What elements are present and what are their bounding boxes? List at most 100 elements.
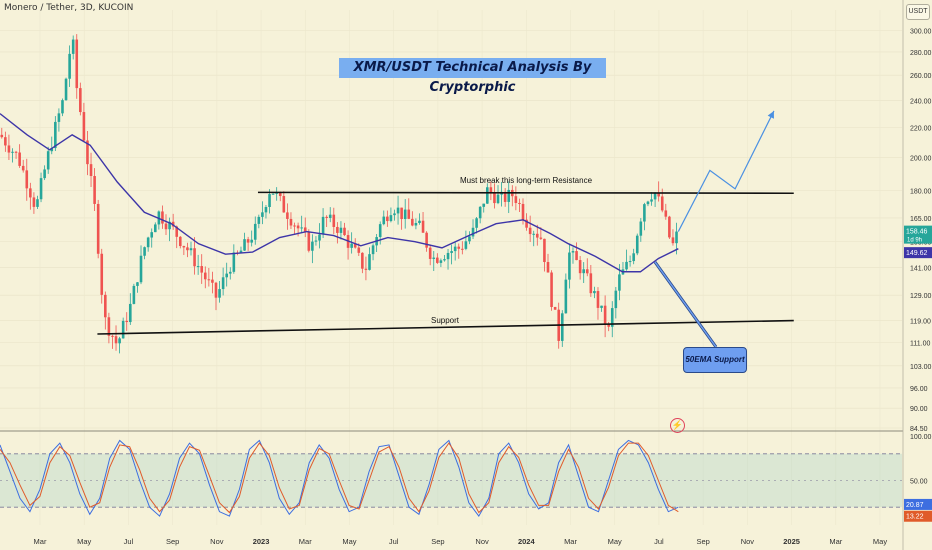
candle-body xyxy=(211,279,214,283)
candle-body xyxy=(261,212,264,217)
candle-body xyxy=(596,291,600,308)
time-tick-label: May xyxy=(873,537,887,546)
candle-body xyxy=(660,196,664,211)
candle-body xyxy=(175,226,179,237)
projection-arrowhead xyxy=(767,110,774,119)
candle-body xyxy=(296,225,300,229)
candle-body xyxy=(318,234,321,241)
candle-body xyxy=(107,317,111,336)
candle-body xyxy=(307,231,311,251)
candle-body xyxy=(43,169,46,179)
candle-body xyxy=(532,233,536,235)
candle-body xyxy=(575,251,578,261)
candle-body xyxy=(353,243,357,248)
candle-body xyxy=(153,224,157,233)
price-tick-label: 119.00 xyxy=(910,319,931,326)
ema-support-callout: 50EMA Support xyxy=(683,347,747,373)
candle-body xyxy=(218,289,221,298)
price-label-text: 20.87 xyxy=(906,502,924,509)
symbol-header: Monero / Tether, 3D, KUCOIN xyxy=(4,3,134,13)
price-axis[interactable]: 300.00 280.00 260.00 240.00 220.00 200.00 180.… xyxy=(910,28,932,433)
candle-body xyxy=(407,209,411,219)
candle-body xyxy=(325,216,328,218)
oscillator-tick-label: 100.00 xyxy=(910,434,932,441)
candle-body xyxy=(521,203,525,220)
candle-body xyxy=(189,248,193,251)
price-tick-label: 84.50 xyxy=(910,426,928,433)
candle-body xyxy=(36,199,39,207)
time-axis[interactable]: Mar May Jul Sep Nov 2023 Mar May Jul Sep Nov 2024 Ma… xyxy=(34,537,888,546)
candle-body xyxy=(411,218,414,226)
candle-body xyxy=(32,197,36,207)
candle-body xyxy=(228,271,232,274)
candle-body xyxy=(121,320,125,339)
price-tick-label: 165.00 xyxy=(910,216,932,223)
candle-body xyxy=(82,112,86,141)
candle-body xyxy=(653,193,657,200)
candle-body xyxy=(7,145,11,153)
candle-body xyxy=(193,248,196,267)
candle-body xyxy=(221,277,225,290)
candle-body xyxy=(600,305,603,308)
price-label-box xyxy=(904,225,932,244)
time-tick-label: Mar xyxy=(299,537,312,546)
time-tick-label: Nov xyxy=(210,537,224,546)
candle-body xyxy=(514,196,518,203)
candle-body xyxy=(0,134,4,138)
candle-body xyxy=(436,257,439,263)
time-tick-label: 2023 xyxy=(253,537,270,546)
candle-body xyxy=(125,320,129,323)
candle-body xyxy=(164,223,168,230)
candle-body xyxy=(461,248,464,250)
candle-body xyxy=(489,187,493,194)
candle-body xyxy=(79,88,82,113)
price-tick-label: 103.00 xyxy=(910,364,932,371)
candle-body xyxy=(146,237,150,248)
candle-body xyxy=(21,165,25,171)
candle-body xyxy=(571,251,575,253)
candle-body xyxy=(361,252,364,269)
candle-body xyxy=(610,308,614,327)
candle-body xyxy=(421,220,425,233)
lightning-icon[interactable]: ⚡ xyxy=(670,418,685,433)
candle-body xyxy=(4,137,7,146)
price-label-countdown: 1d 9h xyxy=(907,238,922,244)
price-tick-label: 200.00 xyxy=(910,156,932,163)
candle-body xyxy=(368,254,371,270)
candle-body xyxy=(132,285,136,304)
candle-body xyxy=(203,272,207,280)
candle-body xyxy=(11,151,14,153)
price-tick-label: 260.00 xyxy=(910,73,932,80)
time-tick-label: Mar xyxy=(34,537,47,546)
time-tick-label: Sep xyxy=(431,537,444,546)
currency-label[interactable]: USDT xyxy=(906,4,930,20)
candle-body xyxy=(275,192,278,194)
candle-body xyxy=(114,336,118,344)
candle-body xyxy=(246,239,250,243)
candle-body xyxy=(214,282,218,298)
candle-body xyxy=(136,282,139,286)
candle-body xyxy=(439,260,443,263)
candle-body xyxy=(486,187,489,204)
time-tick-label: Nov xyxy=(741,537,755,546)
resistance-label: Must break this long-term Resistance xyxy=(460,176,593,185)
candle-body xyxy=(632,253,635,262)
candle-body xyxy=(286,212,289,219)
candle-body xyxy=(271,193,275,195)
candle-body xyxy=(93,176,96,204)
candle-body xyxy=(675,231,678,244)
candle-body xyxy=(243,239,246,251)
time-tick-label: May xyxy=(342,537,356,546)
candle-body xyxy=(86,140,89,165)
resistance-line xyxy=(257,191,794,195)
candle-body xyxy=(478,206,482,219)
candle-body xyxy=(300,227,303,229)
candle-body xyxy=(503,191,507,202)
candle-body xyxy=(525,219,528,228)
candle-body xyxy=(464,241,468,249)
candle-body xyxy=(457,246,461,249)
candle-body xyxy=(386,216,389,222)
candle-body xyxy=(450,251,453,253)
candle-body xyxy=(54,121,57,149)
